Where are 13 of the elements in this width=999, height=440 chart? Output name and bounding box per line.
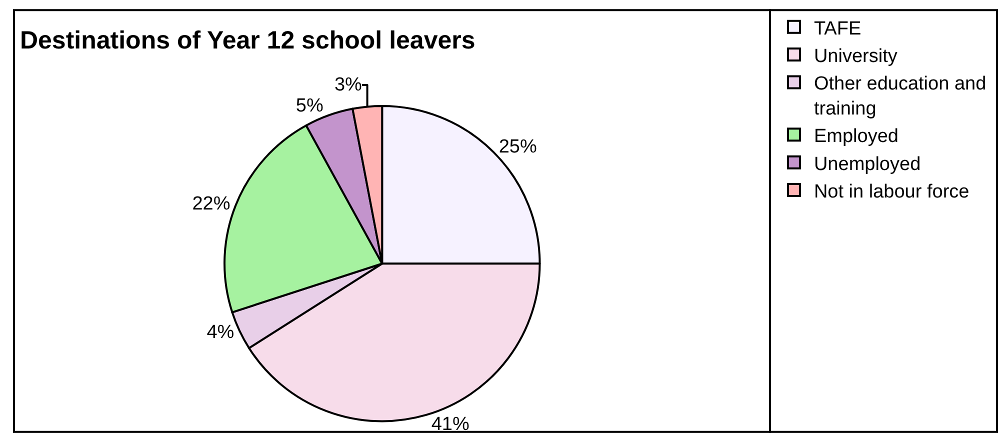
data-label: 3%	[334, 74, 362, 96]
text: Destinations of Year 12 school leavers	[20, 26, 476, 54]
legend-label: TAFE	[814, 18, 862, 40]
legend-label: Other education and training	[814, 74, 986, 120]
data-label: 5%	[296, 96, 324, 117]
data-label: 25%	[498, 136, 537, 158]
legend-label: Unemployed	[814, 154, 921, 175]
legend-label: University	[814, 46, 898, 67]
legend-label: Employed	[814, 126, 898, 148]
data-label: 4%	[206, 322, 234, 344]
data-label: 41%	[431, 414, 470, 436]
data-label: 22%	[192, 194, 230, 215]
legend-label: Not in labour force	[814, 181, 970, 202]
